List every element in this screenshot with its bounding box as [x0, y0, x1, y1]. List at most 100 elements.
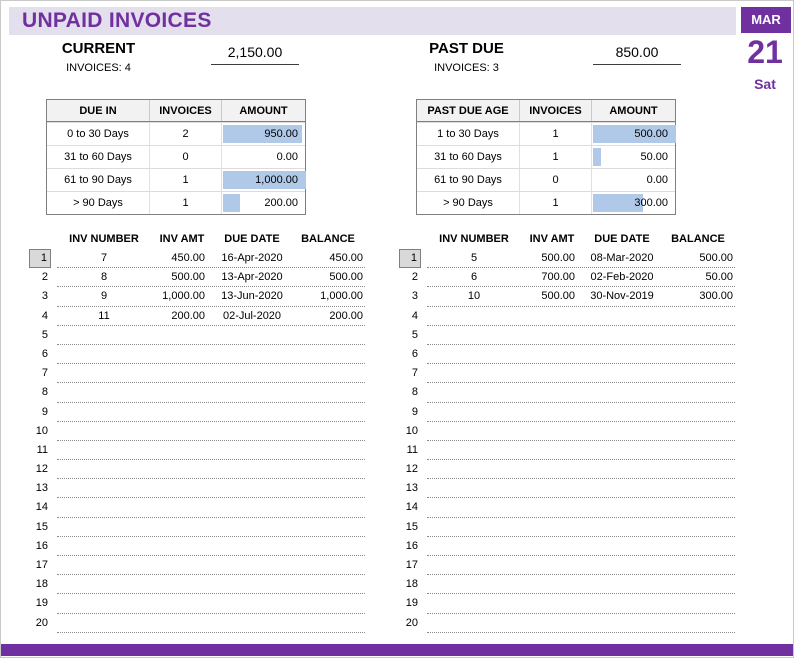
invoice-inv-amt-cell	[151, 345, 213, 363]
invoice-row[interactable]: 1 7 450.00 16-Apr-2020 450.00	[29, 249, 373, 269]
invoice-row[interactable]: 4	[399, 307, 743, 326]
invoice-due-date-cell	[583, 460, 661, 478]
row-number: 9	[41, 405, 48, 418]
invoice-row-data	[427, 403, 735, 422]
invoice-row[interactable]: 2 6 700.00 02-Feb-2020 50.00	[399, 268, 743, 288]
invoice-row[interactable]: 19	[399, 594, 743, 614]
invoice-row[interactable]: 5	[399, 326, 743, 345]
invoice-row[interactable]: 20	[399, 614, 743, 633]
invoice-inv-amt-cell	[521, 575, 583, 593]
invoice-balance-cell	[661, 422, 735, 440]
aging-row[interactable]: > 90 Days 1 300.00	[417, 191, 675, 214]
invoice-row[interactable]: 17	[29, 556, 373, 576]
aging-amount-value: 300.00	[634, 197, 668, 209]
invoice-row[interactable]: 16	[399, 537, 743, 556]
invoice-row[interactable]: 9	[29, 403, 373, 422]
invoice-balance-cell	[291, 383, 365, 401]
invoice-row[interactable]: 18	[29, 575, 373, 595]
invoice-inv-number-cell	[57, 422, 151, 440]
invoice-balance-cell	[291, 422, 365, 440]
aging-amount-cell: 50.00	[592, 146, 675, 168]
invoice-inv-amt-cell: 500.00	[541, 290, 575, 303]
aging-row[interactable]: > 90 Days 1 200.00	[47, 191, 305, 214]
invoice-balance-cell	[661, 479, 735, 497]
past-due-total-cell[interactable]: 850.00	[593, 44, 681, 65]
aging-bucket-cell: > 90 Days	[47, 192, 150, 214]
invoice-inv-amt-cell	[151, 537, 213, 555]
invoice-row[interactable]: 14	[29, 498, 373, 518]
invoice-row[interactable]: 1 5 500.00 08-Mar-2020 500.00	[399, 249, 743, 269]
invoice-row-data	[427, 498, 735, 518]
row-number: 18	[405, 578, 418, 591]
row-number-header	[29, 231, 51, 248]
invoice-row[interactable]: 20	[29, 614, 373, 633]
invoice-row[interactable]: 10	[399, 422, 743, 441]
invoice-row[interactable]: 15	[399, 518, 743, 537]
invoice-due-date-cell	[583, 575, 661, 593]
invoice-row[interactable]: 16	[29, 537, 373, 556]
invoice-row[interactable]: 4 11 200.00 02-Jul-2020 200.00	[29, 307, 373, 326]
aging-row[interactable]: 31 to 60 Days 0 0.00	[47, 145, 305, 168]
row-number: 11	[406, 443, 418, 456]
aging-header-row: DUE IN INVOICES AMOUNT	[47, 100, 305, 122]
invoice-row[interactable]: 9	[399, 403, 743, 422]
invoice-row[interactable]: 19	[29, 594, 373, 614]
invoice-row[interactable]: 12	[29, 460, 373, 480]
footer-accent-bar	[1, 644, 793, 656]
invoice-row[interactable]: 3 9 1,000.00 13-Jun-2020 1,000.00	[29, 287, 373, 307]
invoice-row[interactable]: 7	[399, 364, 743, 384]
row-number: 3	[411, 290, 418, 303]
invoice-row-data: 7 450.00 16-Apr-2020 450.00	[57, 249, 365, 269]
invoice-balance-cell	[291, 614, 365, 632]
invoice-due-date-cell: 30-Nov-2019	[590, 290, 654, 303]
aging-bucket-cell: 31 to 60 Days	[417, 146, 520, 168]
invoice-inv-number-cell: 11	[98, 309, 110, 322]
invoice-balance-cell: 50.00	[705, 271, 733, 284]
invoice-row[interactable]: 5	[29, 326, 373, 345]
past-due-invoice-count: INVOICES: 3	[434, 62, 499, 74]
invoice-row[interactable]: 6	[29, 345, 373, 365]
invoice-inv-amt-cell	[521, 422, 583, 440]
invoice-balance-cell	[661, 594, 735, 612]
aging-row[interactable]: 0 to 30 Days 2 950.00	[47, 122, 305, 145]
invoice-row[interactable]: 7	[29, 364, 373, 384]
invoice-row[interactable]: 13	[399, 479, 743, 499]
aging-row[interactable]: 1 to 30 Days 1 500.00	[417, 122, 676, 145]
current-total-cell[interactable]: 2,150.00	[211, 44, 299, 65]
aging-amount-cell: 950.00	[222, 123, 305, 145]
invoice-row[interactable]: 17	[399, 556, 743, 576]
invoice-inv-amt-cell	[521, 498, 583, 516]
invoice-row[interactable]: 2 8 500.00 13-Apr-2020 500.00	[29, 268, 373, 288]
invoice-row-data	[427, 556, 735, 576]
row-number: 10	[35, 424, 48, 437]
aging-row[interactable]: 61 to 90 Days 1 1,000.00	[47, 168, 306, 191]
invoice-row[interactable]: 10	[29, 422, 373, 441]
invoice-row[interactable]: 6	[399, 345, 743, 365]
invoice-row-data: 11 200.00 02-Jul-2020 200.00	[57, 307, 365, 326]
invoice-inv-amt-cell	[521, 460, 583, 478]
invoice-inv-amt-cell: 500.00	[541, 252, 575, 264]
aging-row[interactable]: 61 to 90 Days 0 0.00	[417, 168, 675, 191]
invoice-inv-number-cell	[57, 556, 151, 574]
invoice-row[interactable]: 13	[29, 479, 373, 499]
invoice-row-data	[57, 537, 365, 556]
invoice-row[interactable]: 15	[29, 518, 373, 537]
invoice-row-data: 8 500.00 13-Apr-2020 500.00	[57, 268, 365, 288]
invoice-row[interactable]: 11	[29, 441, 373, 461]
invoice-balance-cell: 1,000.00	[320, 290, 363, 303]
invoice-inv-amt-cell	[151, 403, 213, 421]
invoice-inv-amt-cell	[521, 614, 583, 632]
invoice-inv-number-cell	[427, 575, 521, 593]
invoice-row[interactable]: 3 10 500.00 30-Nov-2019 300.00	[399, 287, 743, 307]
invoice-row[interactable]: 14	[399, 498, 743, 518]
invoice-row[interactable]: 8	[399, 383, 743, 403]
invoice-row[interactable]: 8	[29, 383, 373, 403]
aging-invoice-count-cell: 1	[520, 146, 592, 168]
invoice-row[interactable]: 12	[399, 460, 743, 480]
invoice-row[interactable]: 18	[399, 575, 743, 595]
row-number: 12	[405, 463, 418, 476]
aging-row[interactable]: 31 to 60 Days 1 50.00	[417, 145, 675, 168]
column-header: AMOUNT	[239, 105, 288, 117]
weekday-label: Sat	[754, 76, 776, 92]
invoice-row[interactable]: 11	[399, 441, 743, 461]
